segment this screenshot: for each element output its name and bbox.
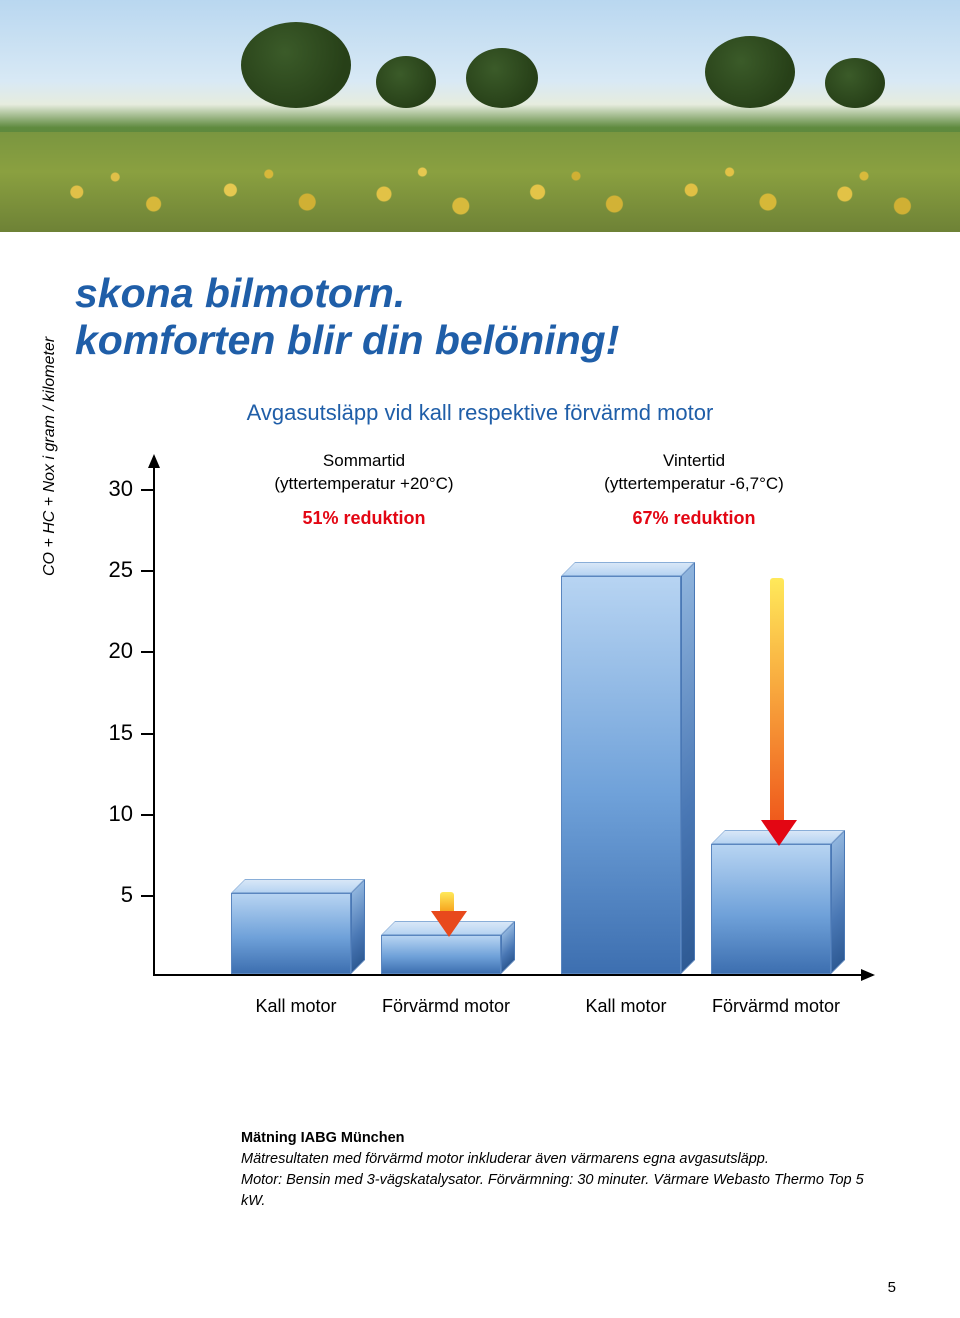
y-tick xyxy=(141,895,155,897)
chart-footnote: Mätning IABG München Mätresultaten med f… xyxy=(241,1128,885,1212)
y-axis-arrow-icon xyxy=(148,454,160,468)
series-heading-line2: (yttertemperatur +20°C) xyxy=(249,473,479,496)
x-axis-label: Förvärmd motor xyxy=(701,996,851,1017)
y-tick-label: 25 xyxy=(109,557,133,583)
y-tick-label: 15 xyxy=(109,720,133,746)
x-axis-arrow-icon xyxy=(861,969,875,981)
chart-bar xyxy=(711,830,845,974)
reduction-label: 51% reduktion xyxy=(249,506,479,530)
reduction-label: 67% reduktion xyxy=(579,506,809,530)
series-heading-line1: Sommartid xyxy=(249,450,479,473)
emissions-chart: CO + HC + Nox i gram / kilometer 5101520… xyxy=(75,456,885,1056)
y-tick xyxy=(141,814,155,816)
footnote-line-3: Motor: Bensin med 3-vägskatalysator. För… xyxy=(241,1170,885,1212)
title-line-1: skona bilmotorn. xyxy=(75,270,405,316)
series-heading-line1: Vintertid xyxy=(579,450,809,473)
footnote-line-2: Mätresultaten med förvärmd motor inklude… xyxy=(241,1149,885,1170)
page-title: skona bilmotorn. komforten blir din belö… xyxy=(75,270,885,364)
series-heading-line2: (yttertemperatur -6,7°C) xyxy=(579,473,809,496)
y-tick xyxy=(141,489,155,491)
x-axis-label: Kall motor xyxy=(221,996,371,1017)
x-axis-label: Förvärmd motor xyxy=(371,996,521,1017)
y-tick xyxy=(141,733,155,735)
chart-bar xyxy=(561,562,695,974)
chart-bar xyxy=(231,879,365,974)
x-axis-label: Kall motor xyxy=(551,996,701,1017)
series-heading: Vintertid(yttertemperatur -6,7°C) 67% red… xyxy=(579,450,809,530)
reduction-arrow-icon xyxy=(431,892,463,937)
y-tick xyxy=(141,570,155,572)
y-tick xyxy=(141,651,155,653)
reduction-arrow-icon xyxy=(761,578,793,846)
hero-image xyxy=(0,0,960,232)
y-tick-label: 20 xyxy=(109,638,133,664)
chart-plot-area: 51015202530Sommartid(yttertemperatur +20… xyxy=(153,456,873,976)
title-line-2: komforten blir din belöning! xyxy=(75,317,619,363)
footnote-heading: Mätning IABG München xyxy=(241,1128,885,1149)
series-heading: Sommartid(yttertemperatur +20°C) 51% redu… xyxy=(249,450,479,530)
y-tick-label: 5 xyxy=(121,882,133,908)
y-tick-label: 10 xyxy=(109,801,133,827)
chart-title: Avgasutsläpp vid kall respektive förvärm… xyxy=(75,400,885,426)
y-tick-label: 30 xyxy=(109,476,133,502)
page-number: 5 xyxy=(888,1279,896,1296)
